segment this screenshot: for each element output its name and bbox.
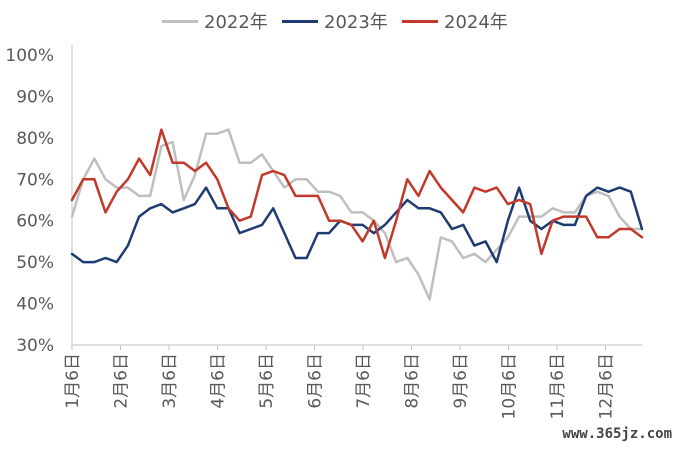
- x-tick-label: 2月6日: [112, 353, 132, 409]
- x-tick-label: 7月6日: [354, 353, 374, 409]
- x-tick-label: 8月6日: [403, 353, 423, 409]
- legend-swatch-2022: [162, 19, 198, 23]
- x-tick-label: 5月6日: [257, 353, 277, 409]
- series-line-2022年: [70, 128, 644, 301]
- y-tick-label: 60%: [16, 212, 54, 232]
- y-tick-label: 80%: [16, 129, 54, 149]
- watermark-text: www.365jz.com: [562, 426, 672, 442]
- legend-item-2022: 2022年: [162, 8, 268, 34]
- x-tick-label: 11月6日: [548, 353, 568, 419]
- x-tick-label: 10月6日: [500, 353, 520, 419]
- legend-swatch-2023: [282, 19, 318, 23]
- y-tick-label: 100%: [5, 46, 54, 66]
- legend-item-2023: 2023年: [282, 8, 388, 34]
- y-tick-label: 70%: [16, 170, 54, 190]
- legend-label-2023: 2023年: [324, 12, 388, 33]
- y-tick-label: 50%: [16, 253, 54, 273]
- y-tick-label: 90%: [16, 87, 54, 107]
- series-line-2023年: [70, 186, 644, 264]
- series-line-2024年: [70, 128, 644, 260]
- x-tick-label: 3月6日: [160, 353, 180, 409]
- legend-label-2022: 2022年: [204, 12, 268, 33]
- x-tick-label: 1月6日: [63, 353, 83, 409]
- x-tick-label: 4月6日: [209, 353, 229, 409]
- x-tick-label: 9月6日: [451, 353, 471, 409]
- y-tick-label: 40%: [16, 295, 54, 315]
- y-tick-label: 30%: [16, 336, 54, 356]
- legend-label-2024: 2024年: [444, 12, 508, 33]
- legend-swatch-2024: [402, 19, 438, 23]
- legend-item-2024: 2024年: [402, 8, 508, 34]
- x-tick-label: 6月6日: [306, 353, 326, 409]
- x-tick-label: 12月6日: [597, 353, 617, 419]
